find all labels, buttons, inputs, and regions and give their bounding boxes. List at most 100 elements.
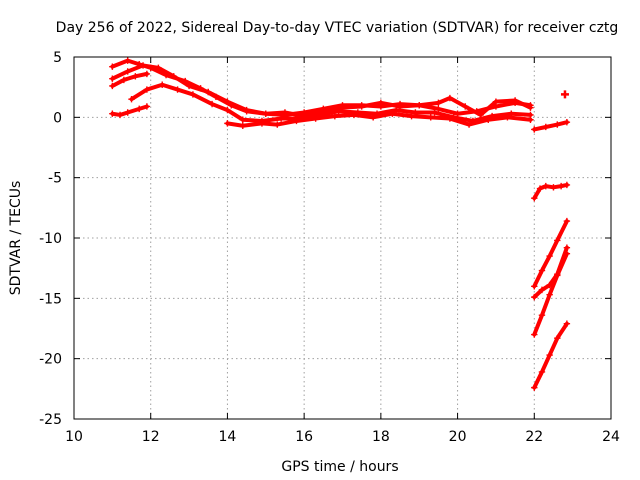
data-point: [511, 97, 519, 104]
isolated-point: [560, 90, 569, 99]
x-tick-label: 24: [602, 429, 620, 445]
data-point: [563, 181, 571, 189]
data-point: [224, 106, 231, 114]
data-point: [554, 334, 561, 342]
data-point: [205, 88, 212, 96]
data-point: [431, 109, 438, 116]
series-track-i: [531, 217, 571, 290]
series-track-f: [224, 110, 534, 129]
data-point: [139, 62, 147, 69]
y-tick-label: -10: [39, 231, 62, 247]
series-track-g: [531, 118, 571, 133]
chart-title: Day 256 of 2022, Sidereal Day-to-day VTE…: [56, 20, 619, 36]
y-tick-label: -20: [39, 352, 62, 368]
data-point: [277, 115, 285, 122]
series-track-h: [531, 181, 571, 202]
data-point: [531, 293, 538, 301]
data-point: [124, 57, 131, 64]
y-tick-label: -15: [39, 291, 62, 307]
data-point: [243, 106, 250, 114]
series-line-track-c: [110, 71, 149, 88]
data-point: [293, 117, 300, 125]
data-point: [109, 110, 116, 117]
data-point: [358, 103, 365, 110]
data-point: [189, 91, 197, 98]
data-point: [143, 70, 151, 78]
grid: [74, 57, 611, 419]
data-point: [331, 112, 339, 120]
data-point: [377, 99, 385, 107]
data-point: [542, 182, 549, 190]
data-point: [557, 182, 565, 190]
data-point: [274, 121, 281, 128]
series-track-l: [531, 320, 571, 391]
data-point: [124, 109, 131, 116]
data-point: [531, 194, 538, 202]
y-tick-label: 0: [53, 110, 62, 126]
data-point: [446, 94, 454, 102]
data-series: [109, 57, 571, 391]
data-point: [563, 244, 571, 251]
data-point: [563, 320, 571, 327]
data-point: [262, 110, 269, 117]
data-point: [546, 351, 553, 359]
data-point: [531, 283, 538, 290]
x-tick-label: 20: [449, 429, 467, 445]
data-point: [116, 111, 124, 119]
data-point: [239, 116, 246, 123]
data-point: [554, 121, 561, 128]
data-point: [416, 102, 423, 109]
data-point: [281, 109, 289, 116]
data-point: [546, 291, 553, 298]
data-point: [312, 115, 319, 122]
axis-ticks: [73, 56, 612, 420]
data-point: [136, 105, 143, 113]
data-point: [465, 121, 473, 128]
data-point: [563, 217, 571, 225]
data-point: [174, 86, 181, 93]
data-point: [446, 115, 454, 122]
x-tick-label: 16: [295, 429, 313, 445]
y-tick-label: -25: [39, 412, 62, 428]
x-axis-label: GPS time / hours: [281, 459, 398, 475]
data-point: [128, 96, 135, 103]
data-point: [435, 99, 442, 107]
data-point: [435, 105, 442, 113]
series-line-track-d: [110, 104, 149, 117]
x-tick-label: 18: [372, 429, 390, 445]
data-point: [389, 110, 396, 117]
data-point: [492, 98, 500, 105]
data-point: [427, 114, 434, 121]
data-point: [527, 104, 534, 111]
x-tick-label: 22: [525, 429, 543, 445]
x-tick-label: 14: [219, 429, 237, 445]
isolated-points: [560, 90, 569, 99]
data-point: [369, 114, 377, 121]
data-point: [208, 100, 216, 108]
data-point: [224, 98, 231, 105]
data-point: [485, 116, 492, 123]
data-point: [563, 118, 571, 126]
data-point: [350, 111, 358, 119]
data-point: [132, 73, 139, 80]
data-point: [224, 120, 231, 127]
series-track-b: [109, 62, 534, 120]
y-tick-label: -5: [48, 171, 62, 187]
data-point: [538, 267, 546, 274]
data-point: [109, 82, 116, 90]
data-point: [554, 272, 561, 279]
data-point: [531, 126, 538, 133]
x-tick-label: 12: [142, 429, 160, 445]
data-point: [554, 237, 561, 244]
data-point: [408, 112, 415, 120]
data-point: [120, 76, 128, 84]
data-point: [185, 82, 193, 90]
data-point: [538, 286, 546, 294]
data-point: [109, 75, 116, 82]
data-point: [531, 384, 538, 391]
data-point: [143, 86, 151, 93]
series-track-d: [109, 103, 151, 119]
series-track-c: [109, 70, 151, 90]
data-point: [531, 331, 538, 338]
data-point: [504, 114, 511, 121]
